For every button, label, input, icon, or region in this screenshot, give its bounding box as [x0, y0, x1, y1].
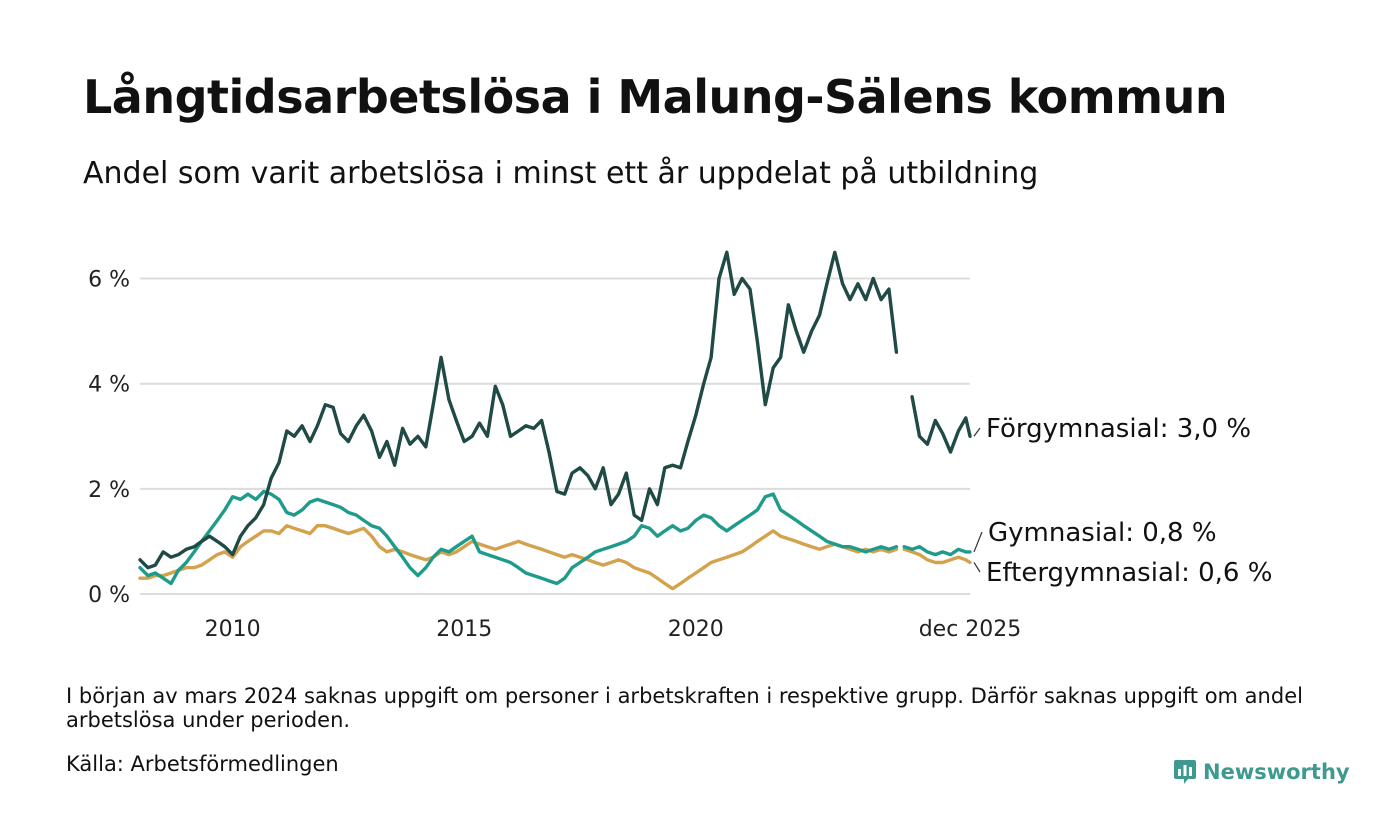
label-leader-line [973, 531, 983, 553]
chart-title: Långtidsarbetslösa i Malung-Sälens kommu… [83, 70, 1228, 124]
series-line-eftergymnasial [138, 524, 899, 591]
label-leader-line [973, 562, 981, 573]
series-line-förgymnasial-recent [910, 395, 972, 454]
y-tick-label: 0 % [88, 583, 130, 608]
label-leader-line [973, 427, 981, 437]
series-line-gymnasial-recent [902, 545, 972, 557]
series-line-förgymnasial [138, 250, 899, 570]
newsworthy-logo-icon [1174, 760, 1196, 784]
series-label-förgymnasial: Förgymnasial: 3,0 % [986, 414, 1251, 444]
series-line-eftergymnasial-recent [902, 547, 972, 565]
x-tick-label: 2020 [668, 617, 724, 642]
footnote: I början av mars 2024 saknas uppgift om … [66, 684, 1303, 732]
line-chart: 0 % 2 % 4 % 6 % 2010 2015 2020 dec 2025 Förgymna… [88, 250, 1272, 642]
y-tick-label: 6 % [88, 268, 130, 293]
y-tick-label: 4 % [88, 373, 130, 398]
newsworthy-logo-text: Newsworthy [1203, 760, 1350, 784]
chart-subtitle: Andel som varit arbetslösa i minst ett å… [83, 156, 1039, 191]
x-tick-label: dec 2025 [919, 617, 1022, 642]
series-label-gymnasial: Gymnasial: 0,8 % [988, 518, 1217, 548]
newsworthy-logo: Newsworthy [1173, 757, 1350, 787]
series-label-eftergymnasial: Eftergymnasial: 0,6 % [986, 558, 1272, 588]
x-tick-label: 2015 [436, 617, 492, 642]
x-tick-label: 2010 [205, 617, 261, 642]
source-text: Källa: Arbetsförmedlingen [66, 752, 339, 776]
y-tick-label: 2 % [88, 478, 130, 503]
